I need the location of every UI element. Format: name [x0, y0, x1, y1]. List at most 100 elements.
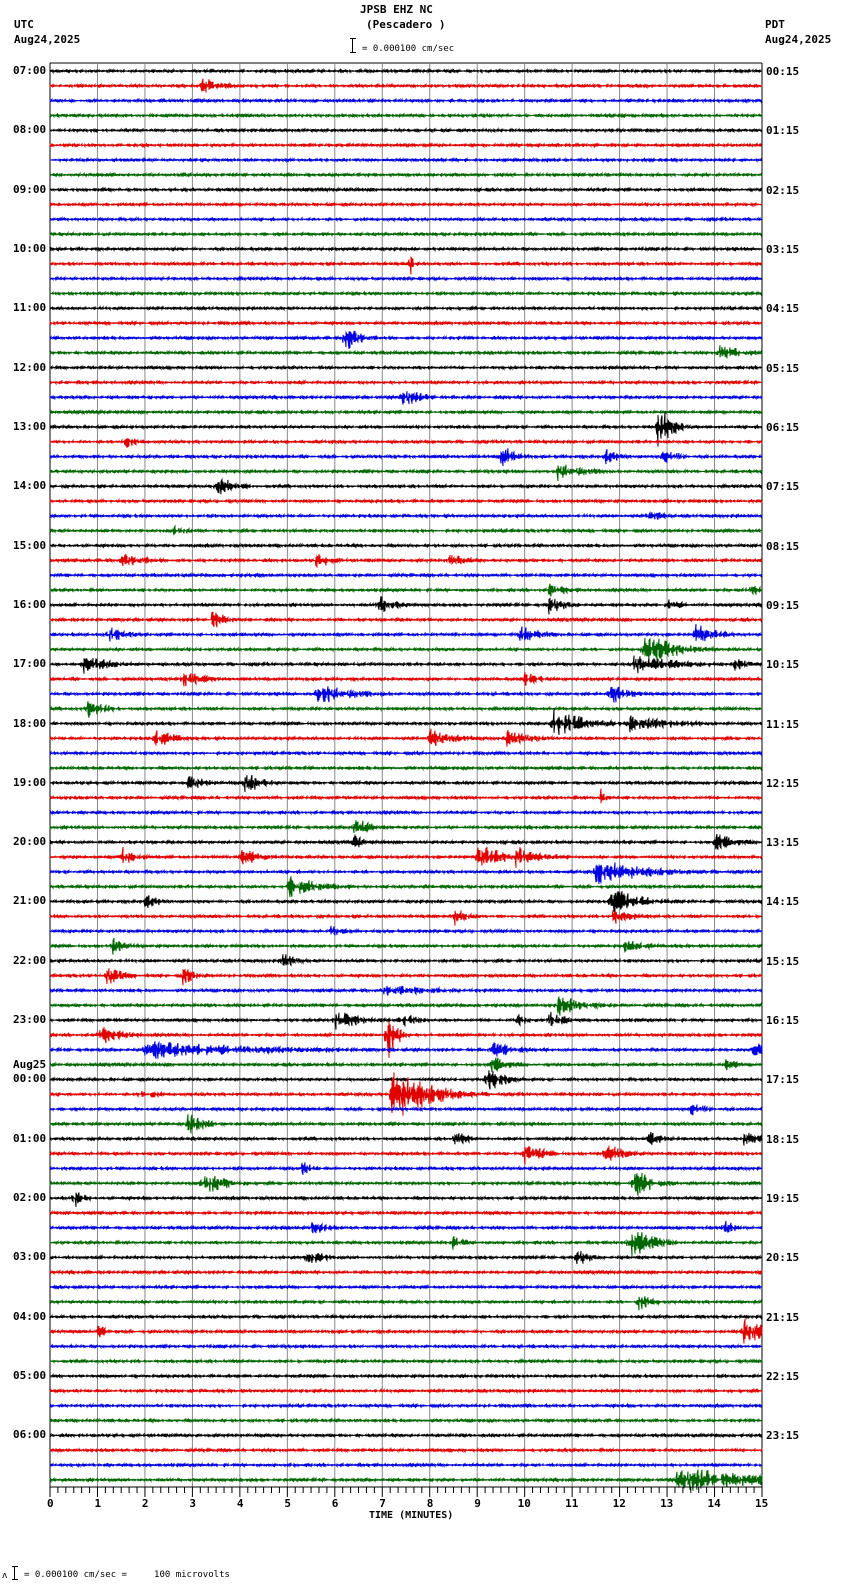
seismic-trace — [49, 701, 763, 719]
seismic-trace — [49, 1417, 763, 1424]
seismic-trace — [49, 764, 763, 772]
pdt-hour-label: 07:15 — [766, 480, 800, 494]
footer-scale-prefix: ʌ — [2, 1571, 8, 1581]
utc-hour-label: 21:00 — [13, 894, 47, 908]
utc-hour-label: 13:00 — [13, 419, 47, 433]
seismic-trace — [49, 1268, 763, 1276]
seismic-trace — [49, 686, 763, 703]
seismic-trace — [49, 1131, 763, 1146]
utc-hour-label: 22:00 — [13, 953, 47, 967]
seismic-trace — [49, 954, 763, 967]
seismic-trace — [49, 809, 763, 816]
utc-hour-label: 07:00 — [13, 64, 47, 77]
left-timezone: UTC — [14, 18, 34, 31]
pdt-hour-label: 17:15 — [766, 1073, 800, 1087]
seismic-trace — [49, 1040, 763, 1059]
x-tick-label: 7 — [379, 1497, 386, 1510]
utc-hour-label: 23:00 — [13, 1013, 47, 1027]
x-axis-title: TIME (MINUTES) — [369, 1510, 454, 1521]
seismic-trace — [49, 408, 763, 416]
seismic-trace — [49, 497, 763, 505]
seismic-trace — [49, 655, 763, 674]
x-tick-label: 3 — [189, 1497, 197, 1510]
utc-hour-label: 20:00 — [13, 835, 47, 849]
utc-hour-label: 14:00 — [13, 479, 47, 493]
utc-hour-label: 15:00 — [13, 538, 47, 552]
x-tick-label: 12 — [612, 1497, 626, 1510]
seismic-trace — [49, 554, 763, 568]
seismic-trace — [49, 611, 763, 628]
pdt-hour-label: 20:15 — [766, 1251, 800, 1265]
pdt-hour-label: 15:15 — [766, 954, 800, 968]
pdt-hour-label: 03:15 — [766, 242, 800, 256]
right-date: Aug24,2025 — [765, 33, 832, 46]
seismic-trace — [49, 876, 763, 898]
seismic-trace — [49, 364, 763, 371]
seismic-trace — [49, 910, 763, 926]
seismic-trace — [49, 1446, 763, 1454]
date-change-label: Aug25 — [13, 1058, 47, 1072]
seismic-trace — [49, 846, 763, 868]
seismic-trace — [49, 925, 763, 936]
station-subtitle: (Pescadero ) — [366, 18, 446, 31]
scale-bar-icon — [350, 38, 358, 53]
seismic-trace — [49, 542, 763, 549]
pdt-hour-label: 16:15 — [766, 1014, 800, 1028]
seismic-trace — [49, 230, 763, 238]
footer-scale-label: = 0.000100 cm/sec = 100 microvolts — [24, 1570, 230, 1580]
utc-hour-label: 05:00 — [13, 1369, 47, 1383]
seismic-trace — [49, 1318, 763, 1344]
utc-hour-label: 18:00 — [13, 716, 47, 730]
utc-hour-label: 01:00 — [13, 1131, 47, 1145]
pdt-hour-label: 10:15 — [766, 658, 800, 672]
utc-hour-label: 11:00 — [13, 301, 47, 315]
seismic-trace — [49, 1072, 763, 1116]
station-title: JPSB EHZ NC — [360, 3, 433, 16]
seismic-trace — [49, 1232, 763, 1257]
seismic-trace — [49, 464, 763, 482]
seismic-trace — [49, 411, 763, 447]
pdt-hour-label: 23:15 — [766, 1429, 800, 1443]
x-tick-label: 13 — [660, 1497, 674, 1510]
x-tick-label: 6 — [331, 1497, 339, 1510]
seismic-trace — [49, 255, 763, 275]
utc-hour-label: 04:00 — [13, 1309, 47, 1323]
seismic-trace — [49, 996, 763, 1016]
seismic-trace — [49, 571, 763, 579]
seismic-trace — [49, 637, 763, 665]
x-tick-label: 2 — [141, 1497, 149, 1510]
pdt-hour-label: 12:15 — [766, 776, 800, 790]
pdt-hour-label: 00:15 — [766, 65, 800, 78]
seismic-trace — [49, 1372, 763, 1380]
pdt-hour-label: 09:15 — [766, 598, 800, 612]
seismic-trace — [49, 672, 763, 687]
pdt-hour-label: 11:15 — [766, 717, 800, 731]
x-tick-label: 14 — [707, 1497, 721, 1510]
x-tick-label: 5 — [284, 1497, 291, 1510]
seismic-trace — [49, 1114, 763, 1134]
seismic-trace — [49, 788, 763, 804]
seismic-trace — [49, 1209, 763, 1217]
seismic-trace — [49, 1192, 763, 1207]
pdt-hour-label: 04:15 — [766, 302, 800, 316]
seismic-trace — [49, 97, 763, 104]
seismic-trace — [49, 820, 763, 833]
seismic-trace — [49, 1357, 763, 1365]
utc-hour-label: 17:00 — [13, 657, 47, 671]
footer-scale-bar-icon — [12, 1566, 20, 1580]
x-tick-label: 4 — [236, 1497, 244, 1510]
seismic-trace — [49, 891, 763, 915]
seismic-trace — [49, 391, 763, 405]
seismic-trace — [49, 275, 763, 282]
seismic-trace — [49, 1461, 763, 1469]
seismic-trace — [49, 1162, 763, 1175]
right-timezone: PDT — [765, 18, 785, 31]
seismic-trace — [49, 968, 763, 986]
pdt-hour-label: 22:15 — [766, 1370, 800, 1384]
seismic-trace — [49, 749, 763, 757]
utc-hour-label: 06:00 — [13, 1428, 47, 1442]
seismic-trace — [49, 1251, 763, 1265]
utc-hour-label: 10:00 — [13, 241, 47, 255]
seismic-trace — [49, 156, 763, 164]
seismic-trace — [49, 201, 763, 208]
